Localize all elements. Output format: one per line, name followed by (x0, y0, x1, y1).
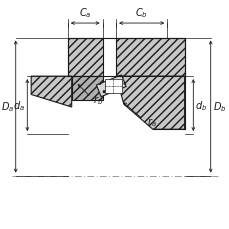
Text: $D_b$: $D_b$ (212, 100, 225, 114)
Polygon shape (31, 77, 71, 108)
Polygon shape (68, 38, 102, 77)
Polygon shape (116, 77, 184, 130)
Text: $r_b$: $r_b$ (93, 93, 102, 106)
Polygon shape (116, 38, 184, 77)
Text: $C_a$: $C_a$ (79, 6, 91, 20)
Polygon shape (71, 77, 102, 101)
Text: $r_a$: $r_a$ (146, 116, 156, 128)
Text: $D_a$: $D_a$ (1, 100, 14, 114)
Text: $C_b$: $C_b$ (135, 6, 147, 20)
Polygon shape (104, 80, 121, 93)
Text: $d_b$: $d_b$ (194, 99, 207, 112)
Text: $d_a$: $d_a$ (14, 99, 25, 112)
Polygon shape (96, 76, 126, 97)
